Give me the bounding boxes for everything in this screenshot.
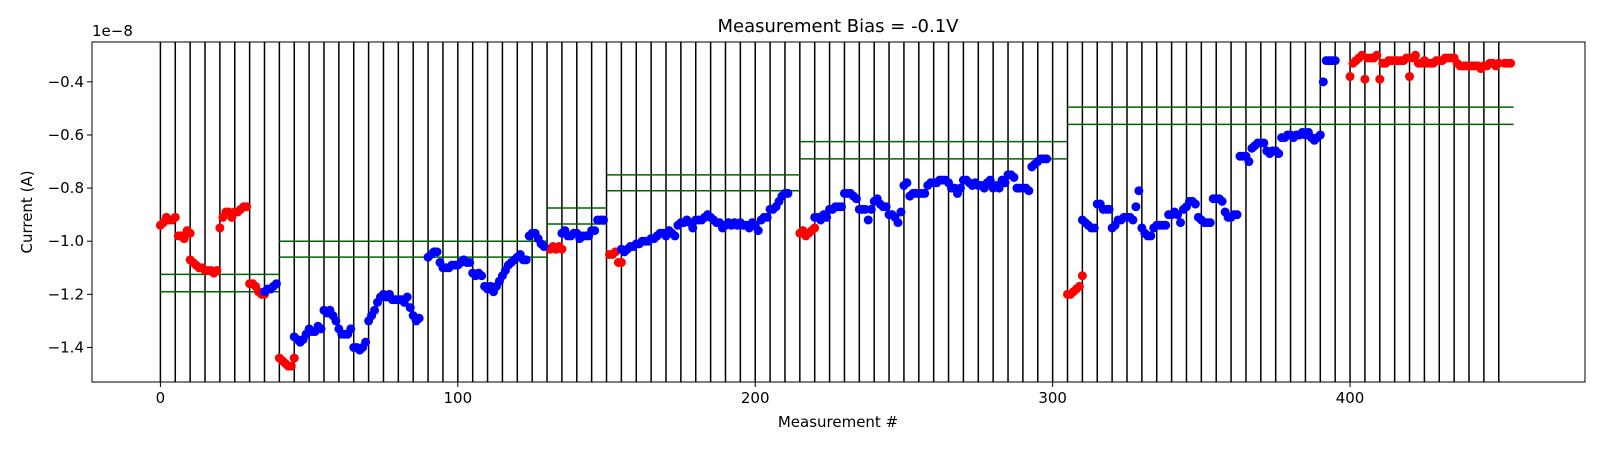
blue-data-point (1274, 149, 1284, 159)
y-tick-label: −0.6 (48, 126, 84, 144)
blue-data-point (316, 324, 326, 334)
blue-data-point (1131, 202, 1141, 212)
x-tick-label: 400 (1336, 389, 1365, 407)
x-axis-ticks: 0 100 200 300 400 (156, 382, 1365, 407)
blue-data-point (1330, 56, 1340, 66)
red-data-point (1074, 281, 1084, 291)
blue-data-point (477, 271, 487, 281)
blue-data-point (1217, 196, 1227, 206)
x-tick-label: 300 (1038, 389, 1067, 407)
y-axis-offset-label: 1e−8 (92, 22, 133, 40)
blue-data-point (1176, 218, 1186, 228)
y-tick-label: −1.0 (48, 232, 84, 250)
red-data-point (557, 244, 567, 254)
red-data-point (810, 223, 820, 233)
blue-data-point (1315, 130, 1325, 140)
blue-data-point (599, 215, 609, 225)
x-tick-label: 200 (741, 389, 770, 407)
red-data-point (286, 361, 296, 371)
blue-data-point (1009, 172, 1019, 182)
blue-data-point (414, 313, 424, 323)
blue-data-point (985, 175, 995, 185)
blue-data-point (1173, 210, 1183, 220)
blue-data-point (346, 324, 356, 334)
blue-data-point (1000, 178, 1010, 188)
red-data-point (212, 265, 222, 275)
y-tick-label: −0.4 (48, 73, 84, 91)
blue-data-point (822, 212, 832, 222)
blue-data-point (670, 231, 680, 241)
red-data-point (170, 212, 180, 222)
y-tick-label: −1.4 (48, 338, 84, 356)
data-points (155, 50, 1516, 371)
red-data-point (1077, 271, 1087, 281)
blue-data-point (1259, 138, 1269, 148)
blue-data-point (590, 226, 600, 236)
blue-data-point (783, 188, 793, 198)
blue-data-point (521, 255, 531, 265)
red-data-point (289, 353, 299, 363)
blue-data-point (1104, 204, 1114, 214)
blue-data-point (1024, 186, 1034, 196)
y-axis-label: Current (A) (18, 170, 36, 253)
blue-data-point (902, 178, 912, 188)
y-axis-ticks: −1.4 −1.2 −1.0 −0.8 −0.6 −0.4 (48, 73, 92, 356)
blue-data-point (1128, 215, 1138, 225)
x-tick-label: 0 (156, 389, 166, 407)
blue-data-point (863, 215, 873, 225)
blue-data-point (1232, 210, 1242, 220)
blue-data-point (1205, 218, 1215, 228)
blue-data-point (1146, 231, 1156, 241)
blue-data-point (836, 202, 846, 212)
red-data-point (1506, 58, 1516, 68)
vertical-marker-lines (159, 42, 1500, 382)
blue-data-point (1134, 186, 1144, 196)
blue-data-point (402, 292, 412, 302)
red-data-point (1372, 50, 1382, 60)
blue-data-point (1042, 154, 1052, 164)
red-data-point (1410, 50, 1420, 60)
blue-data-point (1089, 223, 1099, 233)
blue-data-point (465, 257, 475, 267)
blue-data-point (1190, 199, 1200, 209)
red-data-point (179, 234, 189, 244)
red-data-point (1375, 74, 1385, 84)
blue-data-point (331, 316, 341, 326)
blue-data-point (271, 279, 281, 289)
red-data-point (1360, 74, 1370, 84)
blue-data-point (866, 204, 876, 214)
red-data-point (215, 223, 225, 233)
blue-data-point (432, 247, 442, 257)
red-data-point (1405, 72, 1415, 82)
blue-data-point (361, 337, 371, 347)
blue-data-point (762, 212, 772, 222)
x-tick-label: 100 (443, 389, 472, 407)
blue-data-point (370, 305, 380, 315)
x-axis-label: Measurement # (778, 413, 898, 431)
y-tick-label: −1.2 (48, 285, 84, 303)
blue-data-point (955, 183, 965, 193)
blue-data-point (405, 303, 415, 313)
blue-data-point (1244, 157, 1254, 167)
blue-data-point (688, 223, 698, 233)
red-data-point (616, 257, 626, 267)
blue-data-point (994, 183, 1004, 193)
threshold-segments (160, 106, 1514, 293)
blue-data-point (1318, 77, 1328, 87)
blue-data-point (753, 226, 763, 236)
blue-data-point (851, 194, 861, 204)
red-data-point (242, 202, 252, 212)
red-data-point (1345, 72, 1355, 82)
blue-data-point (539, 242, 549, 252)
blue-data-point (893, 218, 903, 228)
plot-area-frame (91, 41, 1586, 383)
blue-data-point (1161, 220, 1171, 230)
red-data-point (185, 228, 195, 238)
blue-data-point (920, 188, 930, 198)
blue-data-point (896, 207, 906, 217)
y-tick-label: −0.8 (48, 179, 84, 197)
chart-title: Measurement Bias = -0.1V (717, 16, 959, 37)
blue-data-point (881, 202, 891, 212)
